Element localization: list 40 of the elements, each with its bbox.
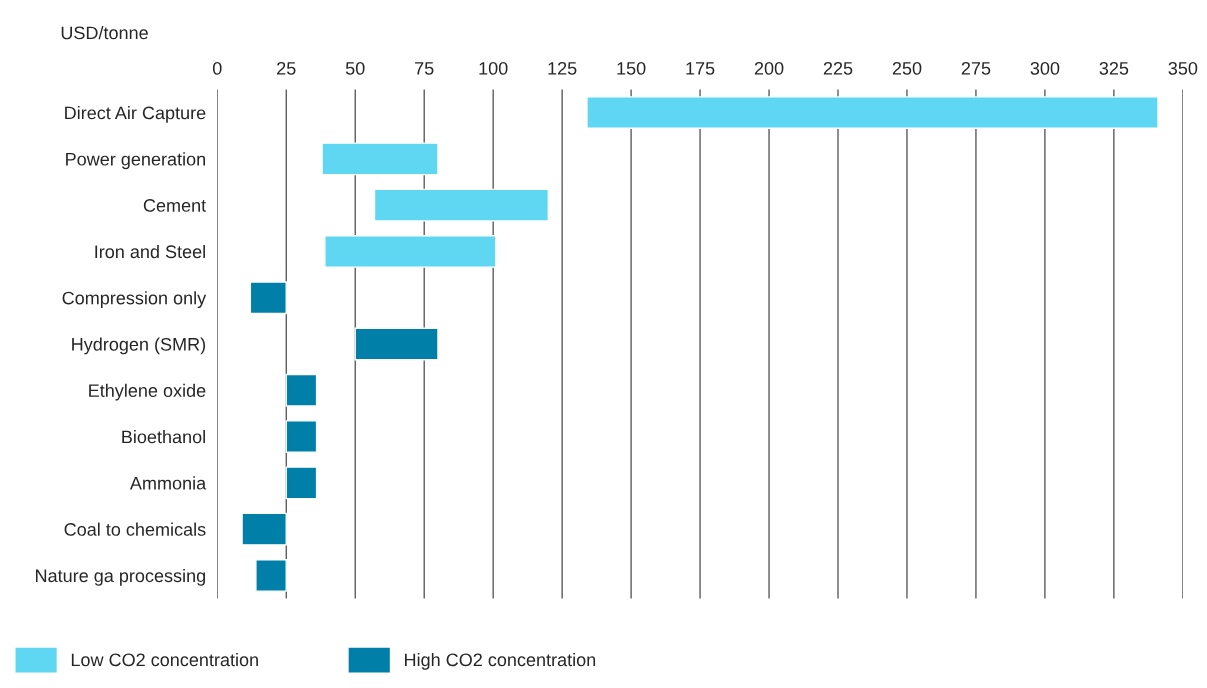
y-tick-label: Ammonia [129, 476, 207, 490]
legend-label: High CO2 concentration [405, 652, 596, 670]
bar [285, 373, 318, 407]
bar [249, 281, 287, 315]
bar [354, 327, 439, 361]
x-tick-label: 325 [1099, 61, 1129, 75]
y-tick-label: Nature ga processing [36, 568, 205, 586]
bar [255, 558, 287, 592]
x-tick-label: 75 [415, 62, 434, 75]
y-tick-label: Bioethanol [122, 430, 205, 444]
bar [373, 188, 550, 222]
bar [241, 512, 287, 546]
x-axis-title: USD/tonne [61, 25, 148, 40]
bar [321, 142, 439, 176]
y-tick-label: Ethylene oxide [89, 383, 206, 401]
x-tick-label: 50 [345, 61, 365, 75]
y-tick-label: Power generation [66, 152, 205, 170]
bar [285, 420, 318, 453]
x-tick-label: 0 [212, 61, 222, 75]
legend-label: Low CO2 concentration [71, 652, 258, 667]
y-tick-label: Compression only [62, 291, 207, 309]
bar [324, 235, 497, 268]
bar [586, 96, 1159, 130]
x-tick-label: 200 [754, 61, 784, 75]
x-tick-label: 225 [823, 61, 853, 75]
y-tick-label: Iron and Steel [95, 244, 205, 259]
x-tick-label: 175 [686, 62, 715, 75]
x-tick-label: 150 [617, 61, 646, 75]
bar [285, 466, 318, 500]
x-tick-label: 125 [548, 61, 577, 75]
x-tick-label: 275 [961, 61, 991, 75]
y-tick-label: Direct Air Capture [65, 106, 206, 123]
y-tick-label: Cement [143, 199, 207, 212]
x-tick-label: 300 [1030, 61, 1060, 75]
x-tick-label: 250 [892, 61, 922, 75]
x-tick-label: 100 [479, 61, 508, 75]
x-tick-label: 350 [1168, 61, 1198, 75]
x-tick-label: 25 [277, 61, 296, 75]
y-tick-label: Coal to chemicals [64, 522, 206, 536]
y-tick-label: Hydrogen (SMR) [72, 337, 206, 355]
